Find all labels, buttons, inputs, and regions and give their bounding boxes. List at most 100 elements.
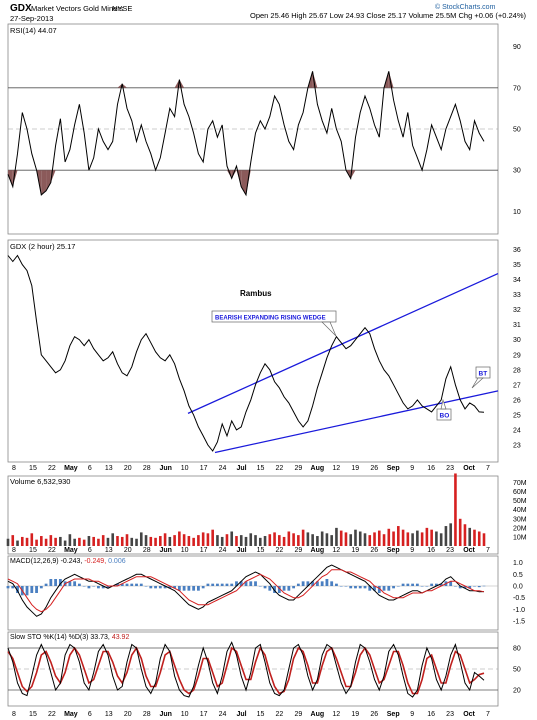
- macd-histogram: [6, 579, 498, 596]
- bt-callout: BT: [471, 366, 491, 389]
- volume-bar: [154, 537, 157, 546]
- volume-bars: [6, 473, 486, 546]
- price-tick-label: 33: [513, 292, 521, 299]
- macd-hist-bar: [139, 583, 143, 586]
- macd-hist-bar: [116, 583, 119, 586]
- price-tick-label: 23: [513, 442, 521, 449]
- x-tick-label: 10: [181, 547, 189, 554]
- volume-bar: [268, 534, 272, 546]
- volume-tick-label: 20M: [513, 525, 527, 532]
- macd-hist-bar: [11, 586, 15, 589]
- x-tick-label: 24: [219, 547, 227, 554]
- volume-bar: [358, 531, 362, 546]
- macd-hist-bar: [354, 586, 357, 589]
- x-tick-label: 12: [332, 547, 340, 554]
- x-tick-label: Oct: [463, 711, 475, 718]
- price-tick-label: 31: [513, 322, 521, 329]
- x-tick-label: 22: [48, 465, 56, 472]
- x-tick-label: 15: [257, 547, 265, 554]
- x-tick-label: 24: [219, 711, 227, 718]
- macd-tick-label: -1.0: [513, 607, 525, 614]
- x-tick-label: 26: [370, 711, 378, 718]
- macd-hist-bar: [239, 581, 243, 586]
- volume-bar: [287, 531, 291, 546]
- x-tick-label: 10: [181, 711, 189, 718]
- volume-bar: [197, 535, 200, 546]
- macd-hist-bar: [277, 586, 281, 593]
- x-tick-label: 24: [219, 465, 227, 472]
- x-tick-label: Aug: [311, 547, 325, 554]
- volume-bar: [182, 534, 186, 546]
- macd-tick-label: 1.0: [513, 560, 523, 567]
- price-tick-label: 24: [513, 427, 521, 434]
- x-tick-label: Jun: [159, 547, 171, 554]
- x-tick-label: Sep: [387, 465, 400, 472]
- volume-bar: [330, 535, 333, 546]
- macd-hist-bar: [197, 586, 200, 591]
- volume-bar: [463, 524, 467, 546]
- x-tick-label: 17: [200, 547, 208, 554]
- volume-bar: [168, 536, 172, 546]
- x-tick-label: 22: [48, 711, 56, 718]
- x-tick-label: 7: [486, 465, 490, 472]
- macd-hist-bar: [411, 583, 414, 586]
- volume-bar: [311, 534, 314, 546]
- volume-bar: [192, 537, 195, 546]
- volume-bar: [339, 530, 343, 546]
- x-tick-label: May: [64, 711, 78, 718]
- macd-tick-label: 0.5: [513, 572, 523, 579]
- x-tick-label: 15: [29, 465, 37, 472]
- macd-hist-bar: [39, 586, 43, 589]
- macd-hist-bar: [187, 586, 191, 591]
- macd-hist-bar: [373, 586, 376, 591]
- x-tick-label: 28: [143, 711, 151, 718]
- volume-bar: [54, 537, 57, 546]
- macd-hist-bar: [377, 586, 381, 593]
- x-axis-volume: 8 15 22 May 6 13 20 28 Jun 10 17 24 Jul 15 22 29 Aug 12 19…: [12, 547, 490, 554]
- sto-tick-label: 50: [513, 667, 521, 674]
- symbol: GDX: [10, 3, 32, 14]
- volume-bar: [292, 533, 295, 546]
- volume-bar: [187, 536, 191, 546]
- rsi-grid: [8, 87, 498, 171]
- macd-hist-bar: [468, 586, 472, 589]
- volume-bar: [201, 532, 205, 546]
- exchange: NYSE: [112, 4, 132, 13]
- x-tick-label: 19: [351, 547, 359, 554]
- macd-hist-bar: [92, 586, 96, 587]
- macd-hist-value: 0.006: [108, 558, 126, 565]
- volume-bar: [163, 533, 167, 546]
- x-tick-label: May: [64, 465, 78, 472]
- x-tick-label: 6: [88, 465, 92, 472]
- macd-hist-bar: [216, 583, 219, 586]
- macd-hist-bar: [192, 586, 196, 591]
- x-tick-label: 6: [88, 547, 92, 554]
- volume-bar: [244, 536, 248, 546]
- volume-bar: [278, 535, 281, 546]
- price-line: [7, 254, 485, 452]
- macd-hist-bar: [235, 581, 238, 586]
- rsi-oversold-fill: [236, 170, 242, 187]
- bt-label: BT: [479, 371, 488, 378]
- volume-bar: [401, 529, 405, 546]
- volume-bar: [230, 531, 234, 546]
- macd-hist-bar: [349, 586, 353, 589]
- volume-bar: [454, 473, 457, 546]
- volume-bar: [273, 532, 276, 546]
- x-tick-label: 15: [29, 711, 37, 718]
- volume-bar: [397, 526, 400, 546]
- price-label: GDX (2 hour) 25.17: [10, 242, 75, 251]
- upper-trendline: [187, 272, 499, 414]
- volume-bar: [420, 532, 424, 546]
- volume-bar: [411, 533, 414, 546]
- macd-hist-bar: [420, 586, 424, 587]
- volume-bar: [16, 540, 19, 546]
- macd-line: [7, 564, 485, 617]
- volume-bar: [25, 537, 29, 546]
- volume-bar: [6, 538, 10, 546]
- volume-bar: [258, 537, 262, 546]
- rsi-ticks: 90 70 50 30 10: [513, 44, 521, 216]
- macd-hist-bar: [249, 581, 253, 586]
- volume-bar: [101, 535, 105, 546]
